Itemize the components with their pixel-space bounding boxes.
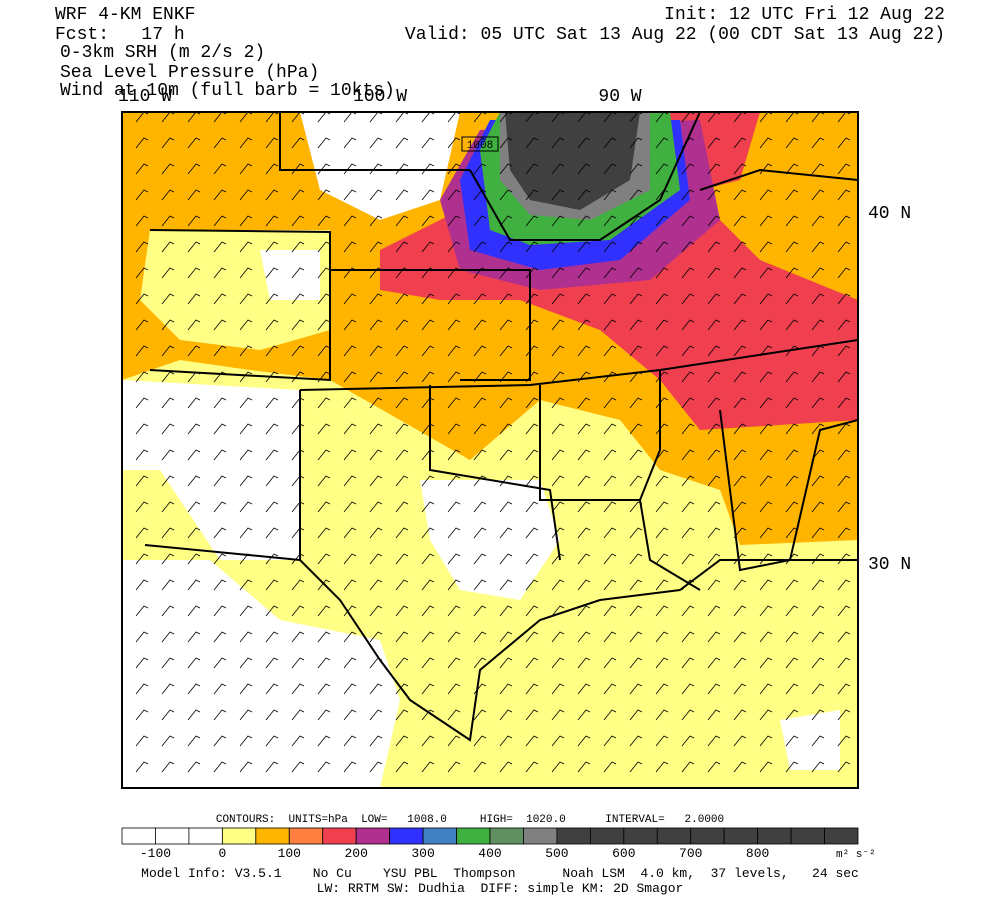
map-frame bbox=[121, 111, 859, 789]
colorbar-swatch bbox=[155, 827, 190, 845]
colorbar-swatch bbox=[322, 827, 357, 845]
colorbar-swatch bbox=[422, 827, 457, 845]
colorbar-tick-label: 400 bbox=[478, 846, 501, 861]
colorbar-swatch bbox=[556, 827, 591, 845]
header-line: WRF 4-KM ENKF bbox=[55, 5, 195, 25]
header-line: 0-3km SRH (m 2/s 2) bbox=[60, 43, 265, 63]
colorbar-swatch bbox=[589, 827, 625, 845]
map bbox=[122, 112, 858, 788]
colorbar-swatch bbox=[723, 827, 759, 845]
colorbar-swatch bbox=[489, 827, 524, 845]
colorbar-swatch bbox=[824, 827, 859, 845]
header-line: Sea Level Pressure (hPa) bbox=[60, 63, 319, 83]
colorbar-swatch bbox=[690, 827, 725, 845]
model-info: Model Info: V3.5.1 No Cu YSU PBL Thompso… bbox=[141, 866, 859, 881]
header-line: Fcst: 17 h bbox=[55, 25, 185, 45]
colorbar-swatch bbox=[221, 827, 257, 845]
colorbar-swatch bbox=[389, 827, 424, 845]
colorbar-tick-label: 200 bbox=[344, 846, 367, 861]
lon-label: 90 W bbox=[598, 87, 641, 107]
physics-info: LW: RRTM SW: Dudhia DIFF: simple KM: 2D … bbox=[317, 881, 684, 896]
colorbar-swatch bbox=[121, 827, 156, 845]
colorbar-swatch bbox=[188, 827, 223, 845]
header-line: Valid: 05 UTC Sat 13 Aug 22 (00 CDT Sat … bbox=[405, 25, 945, 45]
colorbar-tick-label: -100 bbox=[140, 846, 171, 861]
colorbar-tick-label: 800 bbox=[746, 846, 769, 861]
colorbar-tick-label: 700 bbox=[679, 846, 702, 861]
colorbar-swatch bbox=[456, 827, 491, 845]
colorbar-swatch bbox=[523, 827, 558, 845]
colorbar-tick-label: 600 bbox=[612, 846, 635, 861]
header-line: Init: 12 UTC Fri 12 Aug 22 bbox=[664, 5, 945, 25]
contour-info: CONTOURS: UNITS=hPa LOW= 1008.0 HIGH= 10… bbox=[216, 814, 724, 826]
colorbar-swatch bbox=[790, 827, 825, 845]
contour-label: 1008 bbox=[467, 140, 493, 152]
colorbar-swatch bbox=[355, 827, 391, 845]
colorbar-swatch bbox=[255, 827, 290, 845]
lat-label: 30 N bbox=[868, 555, 911, 575]
colorbar-tick-label: 500 bbox=[545, 846, 568, 861]
colorbar-tick-label: 0 bbox=[218, 846, 226, 861]
colorbar-tick-label: 300 bbox=[411, 846, 434, 861]
header-line: Wind at 10m (full barb = 10kts) bbox=[60, 81, 395, 101]
lat-label: 40 N bbox=[868, 204, 911, 224]
colorbar-swatch bbox=[623, 827, 658, 845]
lon-label: 110 W bbox=[118, 87, 172, 107]
colorbar-units: m² s⁻² bbox=[836, 849, 876, 861]
colorbar-swatch bbox=[288, 827, 324, 845]
colorbar-tick-label: 100 bbox=[278, 846, 301, 861]
colorbar-swatch bbox=[656, 827, 692, 845]
colorbar-swatch bbox=[757, 827, 792, 845]
colorbar: -100 0 100 200 300 400 500 600 700 800 bbox=[121, 827, 859, 861]
lon-label: 100 W bbox=[353, 87, 407, 107]
